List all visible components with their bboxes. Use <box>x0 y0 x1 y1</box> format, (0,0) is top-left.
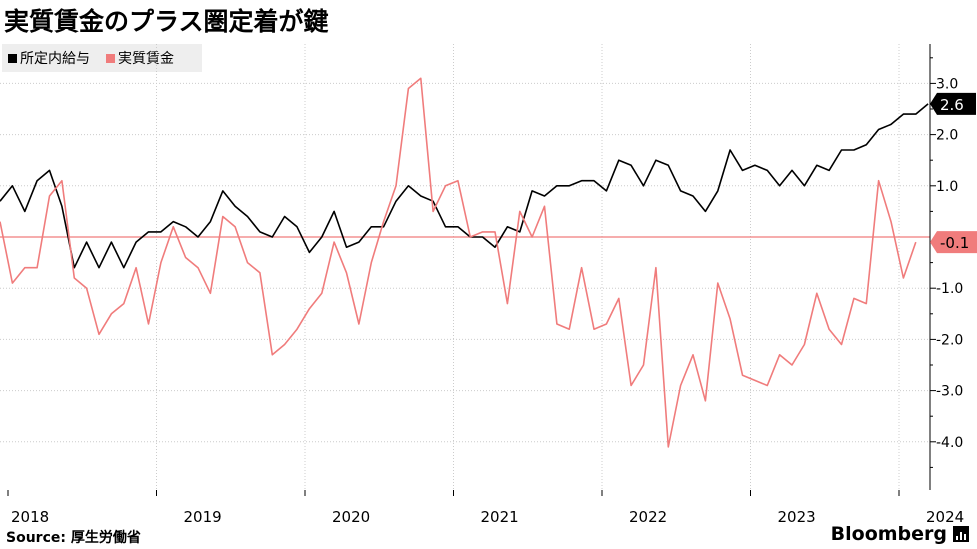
series-layer <box>0 77 929 448</box>
x-tick-label: 2023 <box>778 508 816 526</box>
brand-name: Bloomberg <box>830 523 947 545</box>
chart-title: 実質賃金のプラス圏定着が鍵 <box>4 7 329 36</box>
end-labels: 2.6 -0.1 <box>930 92 977 254</box>
x-tick-label: 2019 <box>184 508 222 526</box>
end-label-tag-0 <box>930 92 976 115</box>
legend-swatch-real-wages <box>106 53 115 63</box>
y-axis: 3.0 2.0 1.0 -1.0 -2.0 -3.0 -4.0 <box>929 44 963 490</box>
legend-label-base-pay: 所定内給与 <box>20 51 90 67</box>
x-grid-lines <box>156 44 900 490</box>
x-tick-label: 2021 <box>481 508 519 526</box>
legend-item-base-pay: 所定内給与 <box>8 48 90 68</box>
legend-item-real-wages: 実質賃金 <box>106 48 174 68</box>
legend: 所定内給与 実質賃金 <box>2 44 202 72</box>
series-line-0 <box>0 103 929 269</box>
grid-lines <box>0 82 930 443</box>
x-tick-label: 2020 <box>332 508 370 526</box>
y-tick-label: 3.0 <box>936 76 958 92</box>
source-label: Source: <box>6 530 66 546</box>
source: Source: 厚生労働省 <box>6 527 141 547</box>
series-line-1 <box>0 77 917 448</box>
legend-label-real-wages: 実質賃金 <box>118 51 174 67</box>
end-label-tag-1 <box>930 231 977 254</box>
y-tick-label: -4.0 <box>936 435 963 451</box>
x-tick-label: 2018 <box>11 508 49 526</box>
brand-logo: Bloomberg <box>831 523 969 545</box>
end-label-0: 2.6 <box>940 96 964 114</box>
y-tick-label: 2.0 <box>936 128 958 144</box>
x-axis-labels: 2018 2019 2020 2021 2022 2023 2024 <box>7 490 964 526</box>
x-tick-label: 2022 <box>629 508 667 526</box>
y-tick-label: 1.0 <box>936 179 958 195</box>
source-text: 厚生労働省 <box>70 530 141 546</box>
y-tick-label: -1.0 <box>936 281 963 297</box>
y-tick-label: -2.0 <box>936 332 963 348</box>
end-label-1: -0.1 <box>940 234 969 252</box>
legend-swatch-base-pay <box>8 53 17 63</box>
bloomberg-terminal-icon <box>953 526 969 542</box>
y-tick-label: -3.0 <box>936 384 963 400</box>
x-tick-label: 2024 <box>926 508 964 526</box>
